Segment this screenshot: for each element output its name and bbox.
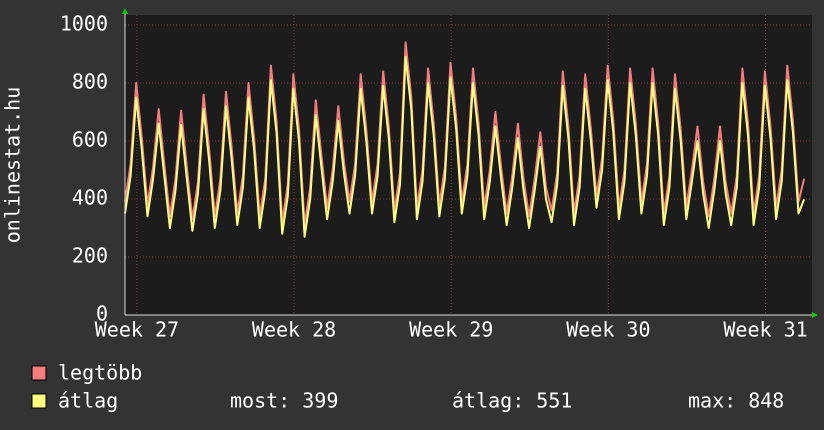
lines — [124, 41, 806, 238]
y-tick-label: 200 — [72, 244, 108, 268]
y-tick-label: 1000 — [60, 12, 108, 36]
y-arrow — [122, 8, 128, 14]
x-tick-label: Week 31 — [723, 318, 807, 342]
legend: legtöbb átlag most: 399 átlag: 551 max: 848 — [31, 361, 784, 413]
legend-stat: max: 848 — [688, 389, 784, 413]
legend-swatch — [31, 393, 47, 409]
y-tick-label: 600 — [72, 128, 108, 152]
x-tick-label: Week 27 — [95, 318, 179, 342]
x-tick-label: Week 28 — [252, 318, 336, 342]
legend-swatch — [31, 365, 47, 381]
y-tick-label: 0 — [96, 302, 108, 326]
series-line — [124, 41, 806, 227]
series-line — [124, 55, 806, 238]
y-tick-label: 400 — [72, 186, 108, 210]
legend-label: legtöbb — [58, 361, 142, 385]
y-axis-label: onlinestat.hu — [1, 87, 25, 244]
x-tick-label: Week 29 — [409, 318, 493, 342]
legend-label: átlag — [58, 389, 118, 413]
y-tick-label: 800 — [72, 70, 108, 94]
legend-stat: átlag: 551 — [452, 389, 572, 413]
legend-stat: most: 399 — [230, 389, 338, 413]
labels: 0 200 400 600 800 1000 Week 27 Week 28 Week 29 We… — [60, 12, 808, 342]
x-tick-label: Week 30 — [566, 318, 650, 342]
x-arrow — [812, 312, 818, 318]
